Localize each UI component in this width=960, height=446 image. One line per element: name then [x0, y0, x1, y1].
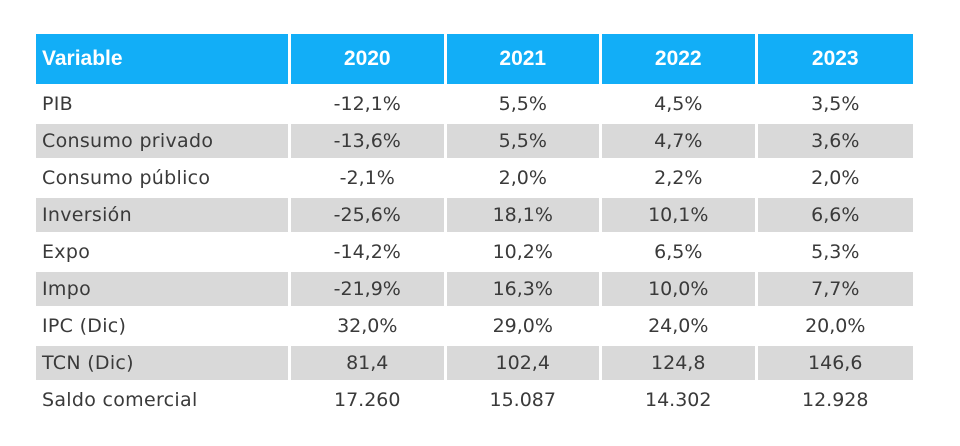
cell-2021: 29,0%	[446, 306, 602, 343]
cell-2022: 6,5%	[602, 232, 758, 269]
cell-2020: -2,1%	[291, 158, 447, 195]
cell-2022: 124,8	[602, 343, 758, 380]
cell-2020: -21,9%	[291, 269, 447, 306]
cell-2021: 18,1%	[446, 195, 602, 232]
header-year-2021: 2021	[446, 34, 602, 84]
cell-2021: 10,2%	[446, 232, 602, 269]
cell-2023: 6,6%	[757, 195, 913, 232]
cell-2021: 5,5%	[446, 84, 602, 121]
table-body: PIB -12,1% 5,5% 4,5% 3,5% Consumo privad…	[36, 84, 913, 417]
cell-2020: 32,0%	[291, 306, 447, 343]
header-year-2023: 2023	[757, 34, 913, 84]
cell-2023: 5,3%	[757, 232, 913, 269]
cell-2020: 17.260	[291, 380, 447, 417]
row-label: PIB	[36, 84, 291, 121]
table-header: Variable 2020 2021 2022 2023	[36, 34, 913, 84]
header-year-2022: 2022	[602, 34, 758, 84]
cell-2023: 12.928	[757, 380, 913, 417]
cell-2022: 4,5%	[602, 84, 758, 121]
row-label: IPC (Dic)	[36, 306, 291, 343]
table-row-consumo-publico: Consumo público -2,1% 2,0% 2,2% 2,0%	[36, 158, 913, 195]
row-label: Inversión	[36, 195, 291, 232]
cell-2021: 2,0%	[446, 158, 602, 195]
cell-2020: -14,2%	[291, 232, 447, 269]
cell-2021: 5,5%	[446, 121, 602, 158]
cell-2020: 81,4	[291, 343, 447, 380]
cell-2023: 3,5%	[757, 84, 913, 121]
row-label: TCN (Dic)	[36, 343, 291, 380]
cell-2023: 146,6	[757, 343, 913, 380]
cell-2023: 7,7%	[757, 269, 913, 306]
row-label: Expo	[36, 232, 291, 269]
row-label: Consumo privado	[36, 121, 291, 158]
table-row-ipc: IPC (Dic) 32,0% 29,0% 24,0% 20,0%	[36, 306, 913, 343]
table-row-inversion: Inversión -25,6% 18,1% 10,1% 6,6%	[36, 195, 913, 232]
cell-2021: 102,4	[446, 343, 602, 380]
row-label: Consumo público	[36, 158, 291, 195]
cell-2020: -13,6%	[291, 121, 447, 158]
table-row-impo: Impo -21,9% 16,3% 10,0% 7,7%	[36, 269, 913, 306]
cell-2021: 16,3%	[446, 269, 602, 306]
cell-2020: -25,6%	[291, 195, 447, 232]
cell-2022: 4,7%	[602, 121, 758, 158]
cell-2022: 24,0%	[602, 306, 758, 343]
header-year-2020: 2020	[291, 34, 447, 84]
cell-2023: 2,0%	[757, 158, 913, 195]
table-row-saldo-comercial: Saldo comercial 17.260 15.087 14.302 12.…	[36, 380, 913, 417]
cell-2021: 15.087	[446, 380, 602, 417]
row-label: Saldo comercial	[36, 380, 291, 417]
cell-2023: 20,0%	[757, 306, 913, 343]
cell-2022: 2,2%	[602, 158, 758, 195]
cell-2020: -12,1%	[291, 84, 447, 121]
forecast-table: Variable 2020 2021 2022 2023 PIB -12,1% …	[36, 34, 913, 417]
table-row-consumo-privado: Consumo privado -13,6% 5,5% 4,7% 3,6%	[36, 121, 913, 158]
cell-2022: 10,1%	[602, 195, 758, 232]
header-row: Variable 2020 2021 2022 2023	[36, 34, 913, 84]
forecast-table-container: Variable 2020 2021 2022 2023 PIB -12,1% …	[36, 34, 913, 417]
table-row-pib: PIB -12,1% 5,5% 4,5% 3,5%	[36, 84, 913, 121]
cell-2022: 14.302	[602, 380, 758, 417]
table-row-tcn: TCN (Dic) 81,4 102,4 124,8 146,6	[36, 343, 913, 380]
cell-2022: 10,0%	[602, 269, 758, 306]
header-variable: Variable	[36, 34, 291, 84]
table-row-expo: Expo -14,2% 10,2% 6,5% 5,3%	[36, 232, 913, 269]
row-label: Impo	[36, 269, 291, 306]
cell-2023: 3,6%	[757, 121, 913, 158]
